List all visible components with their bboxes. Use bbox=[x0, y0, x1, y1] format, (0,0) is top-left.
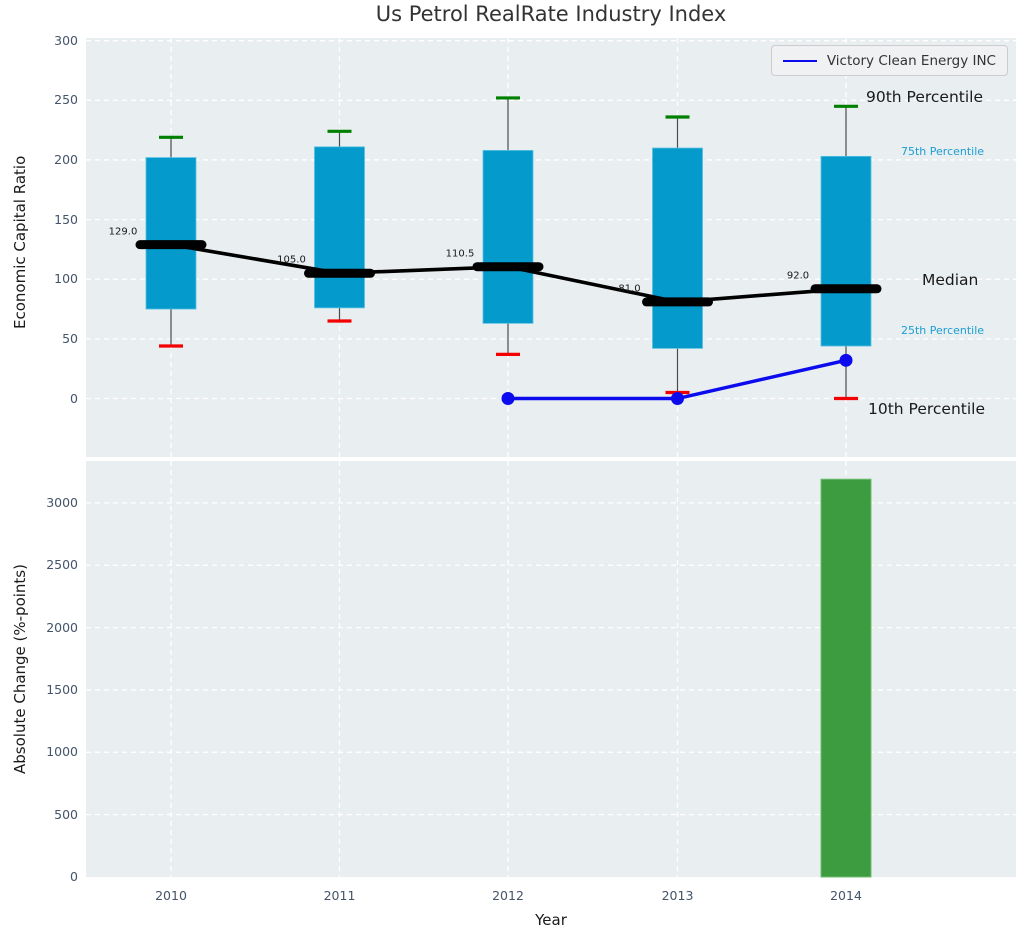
top-y-tick-0: 0 bbox=[70, 390, 78, 406]
bottom-y-tick-500: 500 bbox=[54, 806, 78, 822]
top-y-axis-label: Economic Capital Ratio bbox=[11, 155, 29, 329]
bottom-y-tick-1500: 1500 bbox=[46, 681, 78, 697]
x-tick-label-2011: 2011 bbox=[323, 888, 356, 903]
median-value-label-2010: 129.0 bbox=[108, 226, 138, 238]
legend-entry-label: Victory Clean Energy INC bbox=[826, 52, 996, 69]
top-y-tick-50: 50 bbox=[62, 330, 78, 346]
top-y-tick-200: 200 bbox=[54, 151, 78, 167]
median-value-label-2011: 105.0 bbox=[277, 254, 306, 266]
annotation-10th-percentile: 10th Percentile bbox=[868, 400, 986, 419]
company-point-2013 bbox=[671, 392, 684, 405]
percentile-box-2014 bbox=[820, 155, 872, 347]
bottom-y-axis-label: Absolute Change (%-points) bbox=[11, 564, 29, 774]
change-bar-2014 bbox=[820, 478, 872, 878]
x-axis-label: Year bbox=[535, 911, 567, 929]
bottom-y-tick-2000: 2000 bbox=[46, 619, 78, 635]
percentile-box-2013 bbox=[652, 147, 703, 349]
percentile-box-2010 bbox=[145, 157, 197, 310]
x-tick-label-2013: 2013 bbox=[661, 888, 694, 903]
company-point-2014 bbox=[839, 353, 853, 367]
median-value-label-2012: 110.5 bbox=[445, 248, 475, 260]
x-tick-label-2012: 2012 bbox=[492, 888, 524, 903]
top-y-tick-100: 100 bbox=[54, 271, 78, 287]
percentile-box-2012 bbox=[482, 150, 534, 324]
top-y-tick-300: 300 bbox=[54, 32, 78, 48]
legend: Victory Clean Energy INC bbox=[770, 45, 1008, 76]
percentile-box-2011 bbox=[314, 146, 365, 309]
x-tick-label-2014: 2014 bbox=[830, 888, 862, 903]
top-y-tick-250: 250 bbox=[54, 92, 78, 108]
bottom-y-tick-1000: 1000 bbox=[46, 744, 78, 760]
bottom-y-tick-2500: 2500 bbox=[46, 557, 78, 573]
company-point-2012 bbox=[501, 392, 515, 405]
median-value-label-2014: 92.0 bbox=[786, 270, 810, 282]
bottom-y-tick-3000: 3000 bbox=[46, 494, 78, 510]
annotation-25th-percentile: 25th Percentile bbox=[901, 323, 985, 337]
top-y-tick-150: 150 bbox=[54, 211, 78, 227]
annotation-75th-percentile: 75th Percentile bbox=[901, 144, 985, 158]
legend-line-swatch bbox=[782, 59, 817, 62]
annotation-90th-percentile: 90th Percentile bbox=[866, 88, 984, 107]
x-tick-label-2010: 2010 bbox=[155, 888, 187, 903]
chart-title: Us Petrol RealRate Industry Index bbox=[375, 2, 727, 26]
annotation-median: Median bbox=[922, 270, 979, 289]
median-value-label-2013: 81.0 bbox=[618, 283, 641, 295]
bottom-y-tick-0: 0 bbox=[70, 869, 78, 884]
